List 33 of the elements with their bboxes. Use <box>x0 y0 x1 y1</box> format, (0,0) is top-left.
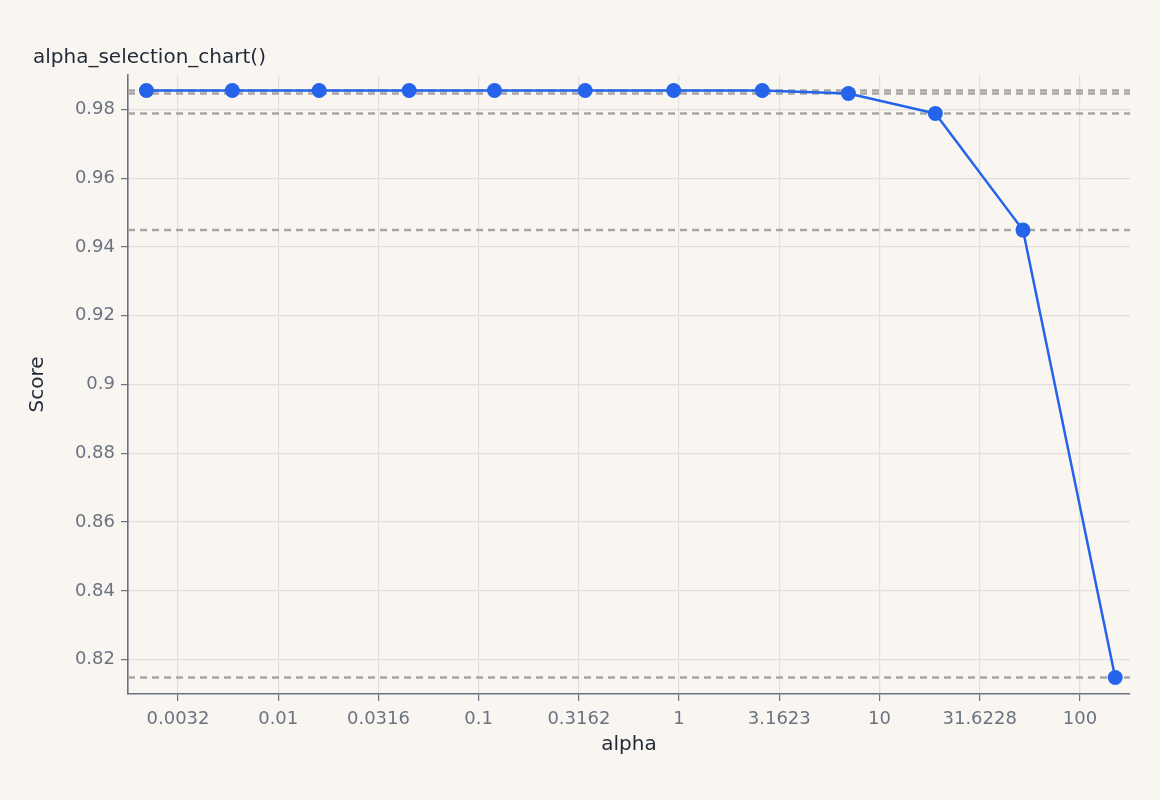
point <box>927 106 943 122</box>
y-tick-label: 0.82 <box>74 647 115 669</box>
x-tick-label: 0.01 <box>258 707 299 729</box>
point <box>401 82 417 98</box>
point <box>138 82 154 98</box>
y-tick-label: 0.98 <box>74 97 115 119</box>
y-tick-label: 0.84 <box>74 578 115 600</box>
y-tick-label: 0.96 <box>74 165 115 187</box>
point <box>1015 222 1031 238</box>
x-axis-title: alpha <box>601 731 657 756</box>
y-tick-label: 0.92 <box>74 303 115 325</box>
x-tick-label: 100 <box>1062 707 1098 729</box>
x-tick-label: 10 <box>868 707 891 729</box>
point <box>577 82 593 98</box>
x-tick-label: 0.0316 <box>346 707 410 729</box>
point <box>840 86 856 102</box>
y-axis-title: Score <box>24 356 49 413</box>
chart-title: alpha_selection_chart() <box>33 44 266 68</box>
x-tick-label: 3.1623 <box>747 707 811 729</box>
point <box>224 82 240 98</box>
point <box>487 82 503 98</box>
x-tick-label: 1 <box>673 707 685 729</box>
point <box>754 82 770 98</box>
point <box>311 82 327 98</box>
point <box>666 82 682 98</box>
y-tick-label: 0.88 <box>74 440 115 462</box>
x-tick-label: 31.6228 <box>942 707 1017 729</box>
x-tick-label: 0.0032 <box>146 707 210 729</box>
y-tick-label: 0.9 <box>86 372 115 394</box>
x-tick-label: 0.1 <box>464 707 493 729</box>
y-tick-label: 0.94 <box>74 234 115 256</box>
x-tick-label: 0.3162 <box>547 707 611 729</box>
y-tick-label: 0.86 <box>74 509 115 531</box>
